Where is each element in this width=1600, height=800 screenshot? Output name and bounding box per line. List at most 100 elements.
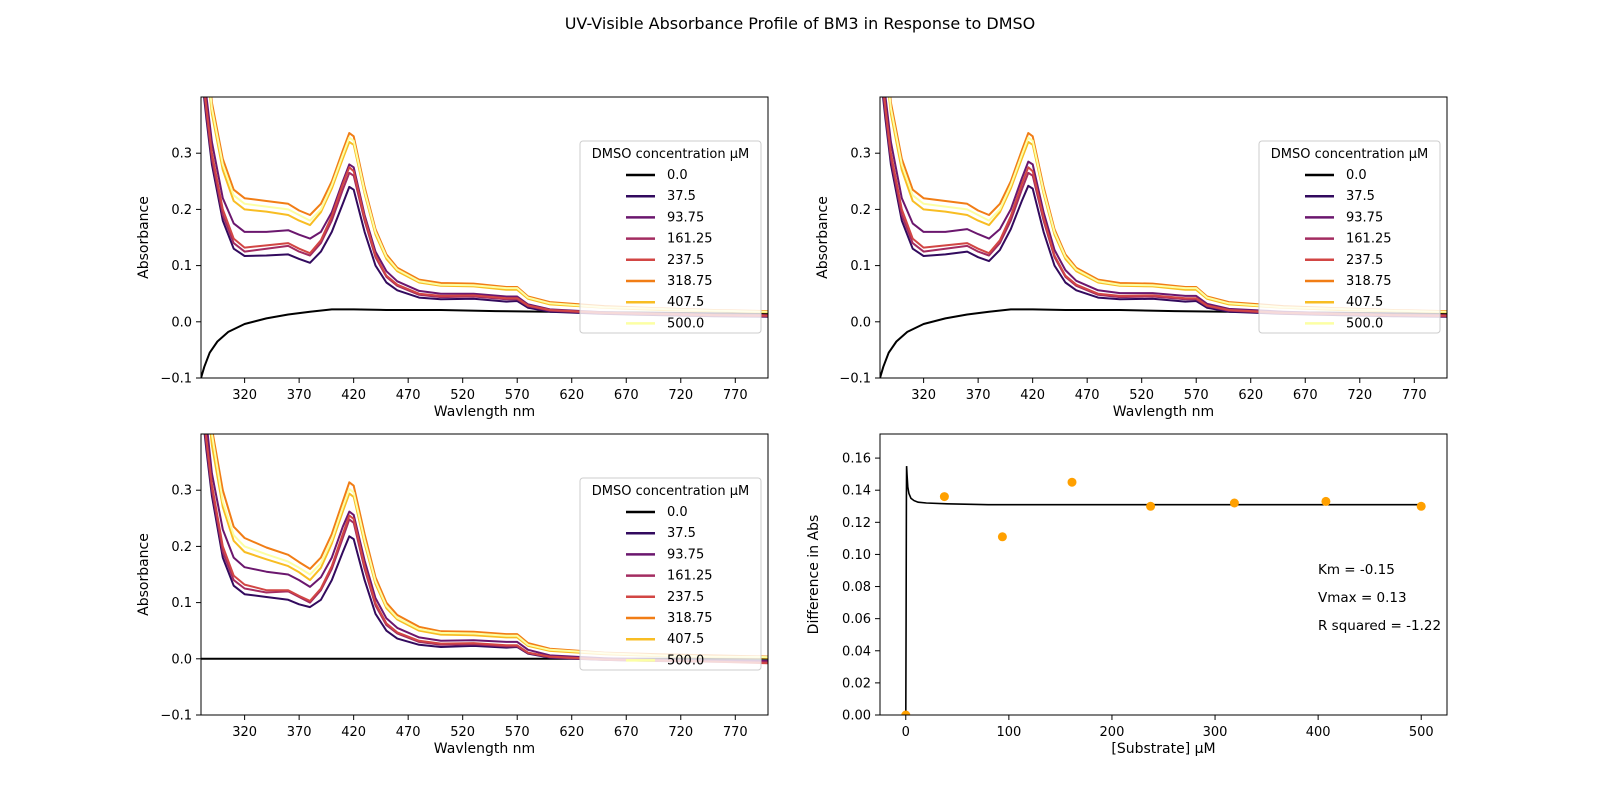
x-tick-label: 570	[505, 388, 530, 403]
x-tick-label: 420	[1020, 388, 1045, 403]
plot-area	[880, 97, 1447, 378]
x-tick-label: 720	[1347, 388, 1372, 403]
fit-annotation: Km = -0.15	[1318, 562, 1395, 578]
y-tick-label: −0.1	[839, 372, 871, 387]
legend-label: 407.5	[667, 295, 704, 310]
legend-label: 318.75	[667, 274, 713, 289]
legend-label: 93.75	[667, 210, 704, 225]
legend-label: 0.0	[667, 505, 688, 520]
y-tick-label: 0.2	[850, 203, 871, 218]
x-tick-label: 770	[723, 388, 748, 403]
figure-title: UV-Visible Absorbance Profile of BM3 in …	[565, 14, 1036, 33]
series-line-500.0	[209, 97, 768, 313]
legend-label: 500.0	[667, 653, 704, 668]
axes-frame	[879, 433, 1448, 716]
data-point	[901, 710, 911, 715]
y-tick-label: 0.2	[171, 540, 192, 555]
axes-frame	[200, 96, 769, 379]
axes-frame	[200, 433, 769, 716]
series-line-93.75	[206, 434, 768, 662]
legend-box	[579, 140, 762, 334]
y-tick-label: 0.1	[171, 259, 192, 274]
y-tick-label: 0.06	[842, 612, 871, 627]
y-tick-label: 0.14	[842, 484, 871, 499]
series-line-237.5	[204, 434, 768, 665]
legend-label: 0.0	[1346, 168, 1367, 183]
x-tick-label: 520	[450, 388, 475, 403]
chart-spectra-baseline-bottom-left: 320 370 420 470 520 570 620 670 720 770 −0.1 0.0 0.1…	[136, 433, 769, 757]
x-axis-label: Wavlength nm	[1113, 404, 1214, 420]
y-tick-label: 0.02	[842, 676, 871, 691]
legend-label: 237.5	[1346, 253, 1383, 268]
y-tick-label: 0.08	[842, 580, 871, 595]
x-tick-label: 320	[232, 725, 257, 740]
data-point	[997, 532, 1007, 542]
legend-title: DMSO concentration µM	[1271, 147, 1429, 162]
y-tick-label: 0.16	[842, 452, 871, 467]
legend-label: 93.75	[667, 547, 704, 562]
legend-label: 318.75	[1346, 274, 1392, 289]
x-tick-label: 370	[287, 388, 312, 403]
y-tick-label: 0.3	[850, 147, 871, 162]
legend-label: 500.0	[667, 316, 704, 331]
y-axis-label: Absorbance	[815, 196, 831, 279]
data-point	[1229, 498, 1239, 508]
y-tick-label: −0.1	[160, 372, 192, 387]
legend-label: 37.5	[667, 526, 696, 541]
data-point	[939, 492, 949, 502]
legend-label: 37.5	[667, 189, 696, 204]
legend-label: 237.5	[667, 590, 704, 605]
x-tick-label: 470	[396, 388, 421, 403]
series-line-318.75	[211, 434, 768, 658]
series-line-500.0	[210, 434, 768, 659]
legend-label: 37.5	[1346, 189, 1375, 204]
legend-box	[1258, 140, 1441, 334]
x-tick-label: 400	[1306, 725, 1331, 740]
legend: DMSO concentration µM 0.0 37.5 93.75 161.25 2…	[579, 140, 762, 334]
legend-box	[579, 477, 762, 671]
x-tick-label: 520	[450, 725, 475, 740]
x-tick-label: 670	[614, 725, 639, 740]
chart-spectra-raw-top-left: 320 370 420 470 520 570 620 670 720 770 −0.1 0.0 0.1…	[136, 96, 769, 420]
chart-spectra-raw-top-right: 320 370 420 470 520 570 620 670 720 770 −0.1 0.0 0.1…	[815, 96, 1448, 420]
fit-annotation: R squared = -1.22	[1318, 618, 1441, 634]
legend-label: 237.5	[667, 253, 704, 268]
x-axis-label: Wavlength nm	[434, 404, 535, 420]
x-tick-label: 520	[1129, 388, 1154, 403]
x-tick-label: 470	[396, 725, 421, 740]
plot-area	[201, 434, 768, 665]
x-tick-label: 620	[1238, 388, 1263, 403]
y-tick-label: 0.3	[171, 147, 192, 162]
y-tick-label: −0.1	[160, 709, 192, 724]
x-tick-label: 0	[902, 725, 910, 740]
x-tick-label: 300	[1203, 725, 1228, 740]
x-tick-label: 100	[996, 725, 1021, 740]
y-axis-label: Difference in Abs	[806, 515, 822, 635]
y-axis-label: Absorbance	[136, 533, 152, 616]
legend-title: DMSO concentration µM	[592, 147, 750, 162]
y-tick-label: 0.00	[842, 709, 871, 724]
legend-label: 407.5	[667, 632, 704, 647]
x-axis-label: Wavlength nm	[434, 741, 535, 757]
y-tick-label: 0.0	[171, 652, 192, 667]
data-point	[1146, 501, 1156, 511]
legend-title: DMSO concentration µM	[592, 484, 750, 499]
series-line-37.5	[203, 97, 768, 318]
x-tick-label: 420	[341, 725, 366, 740]
legend-label: 161.25	[667, 232, 713, 247]
x-tick-label: 370	[287, 725, 312, 740]
chart-michaelis-menten-fit: 0 100 200 300 400 500 0.00 0.02 0.04 0.06 0.08 0.10…	[806, 433, 1448, 757]
x-tick-label: 470	[1075, 388, 1100, 403]
data-point	[1321, 496, 1331, 506]
x-tick-label: 770	[1402, 388, 1427, 403]
y-tick-label: 0.2	[171, 203, 192, 218]
legend: DMSO concentration µM 0.0 37.5 93.75 161.25 2…	[1258, 140, 1441, 334]
series-line-37.5	[882, 97, 1447, 318]
series-line-237.5	[204, 97, 768, 317]
data-point	[1067, 477, 1077, 487]
y-tick-label: 0.1	[850, 259, 871, 274]
plot-area	[201, 97, 768, 378]
x-tick-label: 720	[668, 725, 693, 740]
series-line-237.5	[883, 97, 1447, 317]
legend-label: 0.0	[667, 168, 688, 183]
